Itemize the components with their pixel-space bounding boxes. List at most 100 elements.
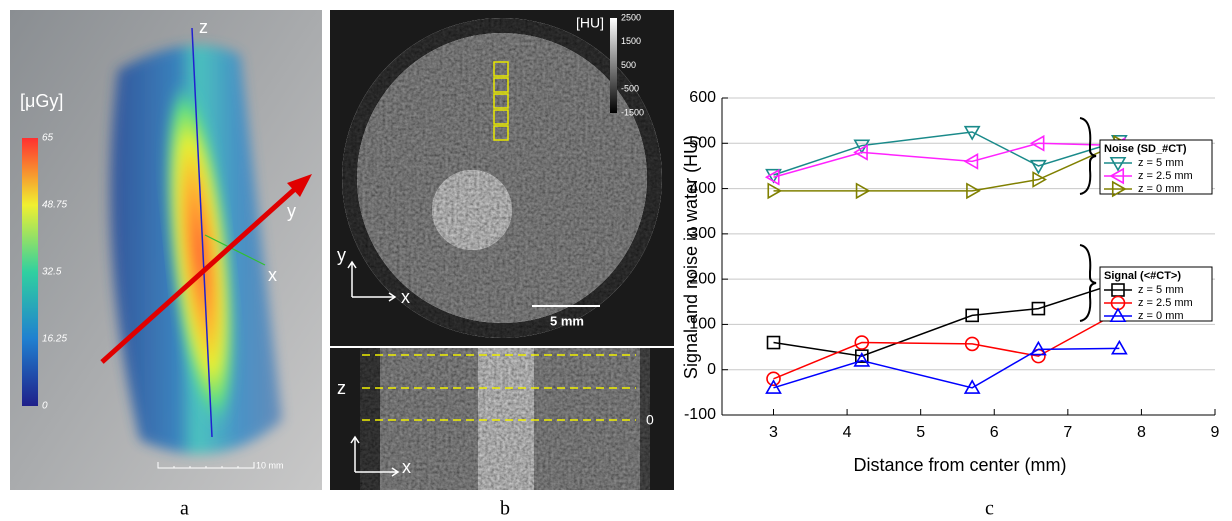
y-tick-label: 600	[689, 89, 716, 106]
axis-label: x	[402, 457, 411, 477]
legend-marker	[1109, 307, 1127, 323]
x-axis-line	[204, 234, 266, 266]
axis-label: y	[337, 245, 346, 265]
y-tick-label: -100	[684, 406, 716, 423]
data-line	[773, 347, 1120, 389]
marker	[966, 182, 981, 200]
legend-brace	[1079, 244, 1097, 322]
roi-boxes	[493, 61, 509, 141]
data-line	[773, 281, 1120, 357]
axis-label: z	[337, 378, 346, 398]
marker	[853, 143, 868, 161]
axes-arrows	[347, 260, 397, 302]
scale-bar-label: 10 mm	[256, 460, 284, 470]
y-tick-label: 500	[689, 135, 716, 152]
marker	[766, 335, 781, 350]
colorbar-title: [HU]	[576, 15, 604, 31]
scale-bar-label: 5 mm	[550, 313, 584, 328]
marker	[764, 168, 780, 186]
legend-label: z = 0 mm	[1138, 183, 1184, 195]
legend-label: z = 0 mm	[1138, 310, 1184, 322]
x-tick-label: 7	[1063, 424, 1072, 441]
legend-label: z = 5 mm	[1138, 157, 1184, 169]
marker	[767, 182, 783, 200]
y-tick-label: 200	[689, 270, 716, 287]
marker	[855, 349, 869, 363]
phantom-edge	[640, 348, 650, 490]
legend-label: z = 2.5 mm	[1138, 297, 1193, 309]
colorbar-tick-label: 1500	[621, 36, 641, 46]
marker	[965, 308, 979, 323]
colorbar-tick-label: 65	[42, 133, 54, 144]
data-line	[773, 131, 1120, 176]
marker	[853, 352, 871, 367]
colorbar-tick-label: -1500	[621, 107, 644, 117]
colorbar	[22, 138, 38, 406]
x-tick-label: 6	[990, 424, 999, 441]
marker	[1031, 301, 1046, 316]
axis-label: x	[401, 287, 410, 307]
marker	[1030, 159, 1047, 175]
marker	[1030, 340, 1047, 356]
x-axis-title: Distance from center (mm)	[853, 455, 1066, 475]
slice-lines	[362, 354, 636, 421]
marker	[963, 153, 979, 170]
y-tick-label: 100	[689, 316, 716, 333]
marker	[765, 379, 782, 394]
data-line	[773, 142, 1120, 192]
marker	[855, 182, 871, 200]
marker	[1029, 134, 1045, 152]
x-tick-label: 9	[1211, 424, 1220, 441]
legend-marker	[1109, 156, 1127, 172]
y-axis-title: Signal and noise in water (HU)	[681, 135, 701, 379]
x-tick-label: 8	[1137, 424, 1146, 441]
caption: b	[500, 498, 510, 520]
marker	[963, 379, 981, 394]
marker	[766, 371, 781, 387]
colorbar-title: [μGy]	[20, 91, 63, 111]
y-tick-label: 400	[689, 180, 716, 197]
axes-arrows	[350, 435, 400, 477]
legend-marker	[1109, 167, 1125, 185]
x-tick-label: 3	[769, 424, 778, 441]
legend-title: Noise (SD_#CT)	[1104, 143, 1187, 155]
legend-label: z = 2.5 mm	[1138, 170, 1193, 182]
phantom-edge	[360, 348, 382, 490]
colorbar-tick-label: 500	[621, 60, 636, 70]
colorbar-tick-label: -500	[621, 84, 639, 94]
axis-label: z	[199, 17, 208, 37]
slice-label: 0	[646, 412, 654, 428]
marker	[964, 336, 980, 352]
scale-bar	[157, 462, 255, 469]
phantom-insert	[478, 348, 534, 490]
axis-label: x	[268, 265, 277, 285]
legend-box	[1099, 266, 1213, 322]
marker	[854, 335, 870, 350]
y-arrow-head	[287, 174, 312, 197]
y-tick-label: 300	[689, 225, 716, 242]
colorbar	[610, 18, 617, 113]
marker	[1032, 171, 1048, 188]
marker	[1110, 339, 1128, 355]
data-line	[773, 142, 1120, 178]
phantom-insert	[432, 170, 512, 250]
caption: a	[180, 498, 189, 520]
colorbar-tick-label: 32.5	[42, 267, 62, 278]
legend-title: Signal (<#CT>)	[1104, 270, 1181, 282]
dose-core	[165, 80, 235, 430]
legend-brace	[1079, 117, 1097, 195]
legend-label: z = 5 mm	[1138, 284, 1184, 296]
y-arrow	[100, 186, 298, 364]
caption: c	[985, 498, 994, 520]
x-tick-label: 4	[843, 424, 852, 441]
legend-marker	[1111, 180, 1127, 198]
colorbar-tick-label: 2500	[621, 12, 641, 22]
z-axis-line	[191, 27, 213, 438]
colorbar-tick-label: 16.25	[42, 334, 67, 345]
colorbar-tick-label: 0	[42, 401, 48, 412]
marker	[963, 125, 981, 141]
x-tick-label: 5	[916, 424, 925, 441]
phantom-water	[357, 33, 647, 323]
y-tick-label: 0	[707, 361, 716, 378]
